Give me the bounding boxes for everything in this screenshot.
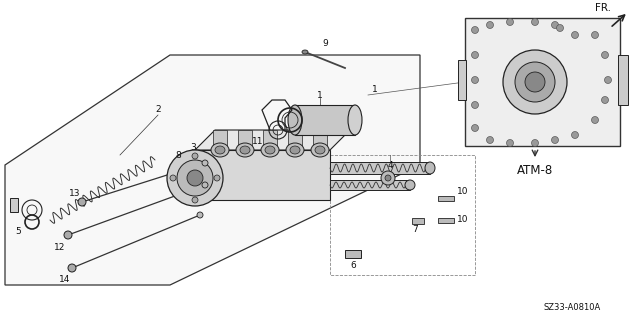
Text: ATM-8: ATM-8 [517,164,553,176]
Text: 1: 1 [317,91,323,100]
Circle shape [472,101,479,108]
FancyBboxPatch shape [10,198,18,212]
Circle shape [515,62,555,102]
Polygon shape [195,150,330,200]
Ellipse shape [405,180,415,190]
FancyBboxPatch shape [438,196,454,201]
FancyBboxPatch shape [438,218,454,223]
Circle shape [187,167,193,173]
Ellipse shape [215,146,225,154]
Text: 3: 3 [190,144,196,152]
Ellipse shape [311,143,329,157]
Circle shape [202,160,208,166]
FancyBboxPatch shape [345,250,361,258]
FancyBboxPatch shape [465,18,620,146]
Circle shape [170,175,176,181]
Circle shape [531,19,538,26]
Ellipse shape [348,105,362,135]
Circle shape [602,51,609,58]
Text: 5: 5 [15,227,21,236]
FancyBboxPatch shape [263,130,277,150]
Circle shape [486,137,493,144]
Circle shape [506,19,513,26]
Circle shape [202,182,208,188]
Text: 9: 9 [322,40,328,48]
Ellipse shape [261,143,279,157]
Circle shape [381,171,395,185]
Circle shape [472,51,479,58]
Circle shape [214,175,220,181]
Circle shape [552,137,559,144]
Circle shape [472,124,479,131]
FancyBboxPatch shape [238,130,252,150]
Text: 8: 8 [175,151,181,160]
Circle shape [187,170,203,186]
Text: 11: 11 [252,137,264,146]
Ellipse shape [425,162,435,174]
Ellipse shape [286,143,304,157]
Circle shape [503,50,567,114]
Text: 1: 1 [372,85,378,94]
Polygon shape [195,130,350,150]
Ellipse shape [211,143,229,157]
FancyBboxPatch shape [288,130,302,150]
Text: 6: 6 [350,261,356,270]
FancyBboxPatch shape [458,60,466,100]
Circle shape [192,197,198,203]
Ellipse shape [288,105,302,135]
Circle shape [167,150,223,206]
Ellipse shape [236,143,254,157]
Circle shape [68,264,76,272]
FancyBboxPatch shape [330,162,430,174]
Circle shape [192,153,198,159]
Circle shape [557,25,563,32]
Circle shape [531,139,538,146]
Text: 4: 4 [387,160,393,169]
Text: 14: 14 [60,276,70,285]
Circle shape [197,212,203,218]
Circle shape [591,116,598,123]
FancyBboxPatch shape [618,55,628,105]
Circle shape [572,131,579,138]
Text: 2: 2 [155,106,161,115]
Text: 7: 7 [412,226,418,234]
Circle shape [177,160,213,196]
FancyBboxPatch shape [213,130,227,150]
Circle shape [385,175,391,181]
Circle shape [472,26,479,33]
FancyBboxPatch shape [330,180,410,190]
Polygon shape [5,55,420,285]
Circle shape [552,21,559,28]
Polygon shape [295,105,355,135]
Circle shape [602,97,609,103]
FancyBboxPatch shape [412,218,424,224]
Circle shape [605,77,611,84]
Text: SZ33-A0810A: SZ33-A0810A [543,302,600,311]
Text: 10: 10 [457,188,468,197]
Circle shape [591,32,598,39]
Circle shape [486,21,493,28]
Ellipse shape [265,146,275,154]
Circle shape [64,231,72,239]
Circle shape [78,198,86,206]
Text: 12: 12 [54,243,66,253]
Ellipse shape [315,146,325,154]
Circle shape [472,77,479,84]
Text: 10: 10 [457,216,468,225]
Text: 13: 13 [69,189,81,198]
Circle shape [572,32,579,39]
Text: FR.: FR. [595,3,611,13]
Ellipse shape [240,146,250,154]
Ellipse shape [302,50,308,54]
Circle shape [525,72,545,92]
Circle shape [506,139,513,146]
Ellipse shape [290,146,300,154]
FancyBboxPatch shape [313,130,327,150]
